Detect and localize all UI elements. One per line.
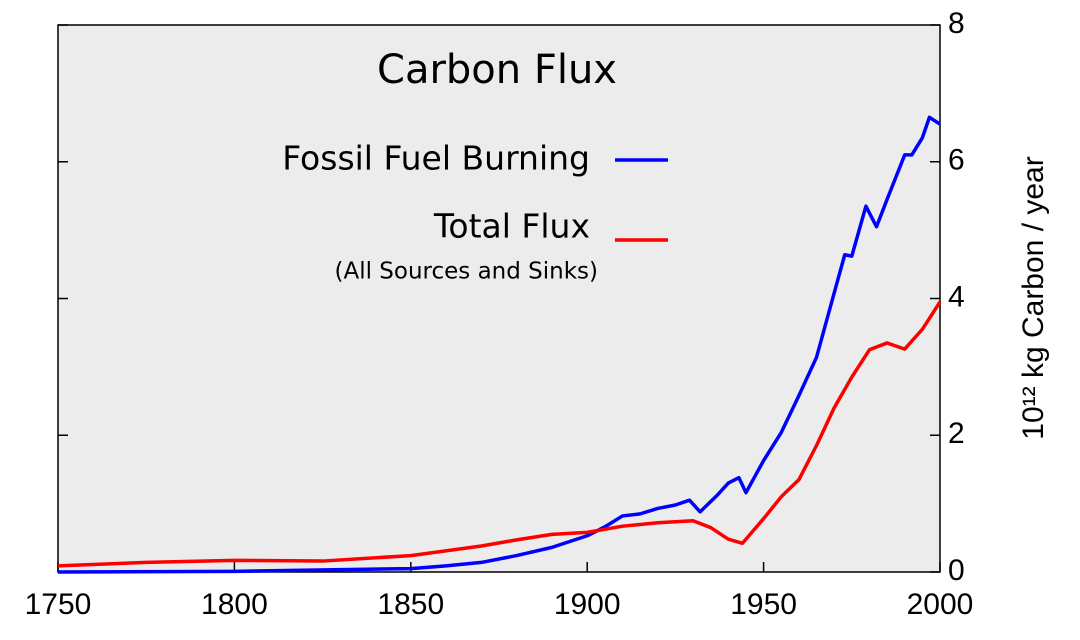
legend-note: (All Sources and Sinks)	[334, 259, 598, 285]
x-tick-label: 2000	[907, 588, 974, 621]
x-tick-label: 1800	[201, 588, 268, 621]
legend-label: Fossil Fuel Burning	[282, 139, 590, 178]
y-tick-label: 6	[948, 144, 965, 177]
x-tick-label: 1900	[554, 588, 621, 621]
data-line	[57, 300, 942, 568]
y-tick-label: 8	[948, 7, 965, 40]
y-tick-label: 0	[948, 554, 965, 587]
plot-area	[57, 24, 941, 573]
y-tick-label: 2	[948, 417, 965, 450]
x-tick-label: 1850	[377, 588, 444, 621]
y-tick-label: 4	[948, 280, 965, 313]
legend-label: Total Flux	[433, 207, 590, 246]
x-tick-label: 1950	[730, 588, 797, 621]
x-tick-label: 1750	[25, 588, 92, 621]
chart-title: Carbon Flux	[377, 47, 617, 93]
data-line	[57, 115, 941, 574]
y-axis-label: 10¹² kg Carbon / year	[1017, 156, 1050, 439]
